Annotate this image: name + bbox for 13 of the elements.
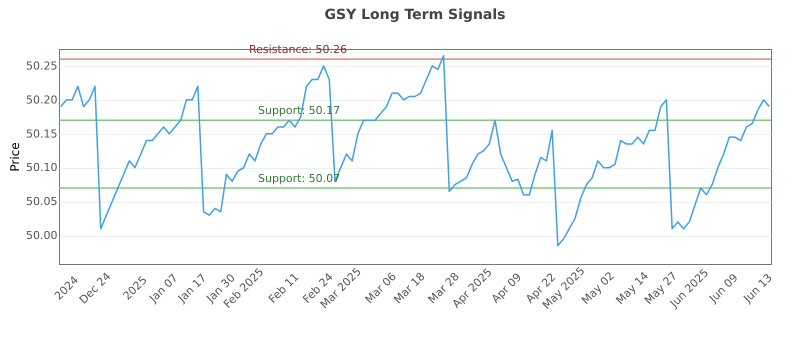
y-tick-label: 50.05 — [26, 195, 58, 208]
x-tick-label: Jun 09 — [706, 271, 741, 306]
chart-title: GSY Long Term Signals — [324, 7, 506, 24]
x-tick-label: Dec 24 — [76, 270, 114, 306]
x-tick-label: Feb 11 — [266, 270, 302, 306]
y-tick-label: 50.00 — [26, 229, 58, 242]
x-tick-label: Jun 13 — [740, 271, 775, 306]
y-tick-label: 50.10 — [26, 161, 58, 174]
line-series — [60, 55, 770, 246]
y-axis-title: Price — [8, 142, 22, 172]
y-tick-label: 50.20 — [26, 93, 58, 106]
y-tick-label: 50.25 — [26, 59, 58, 72]
y-tick-label: 50.15 — [26, 127, 58, 140]
